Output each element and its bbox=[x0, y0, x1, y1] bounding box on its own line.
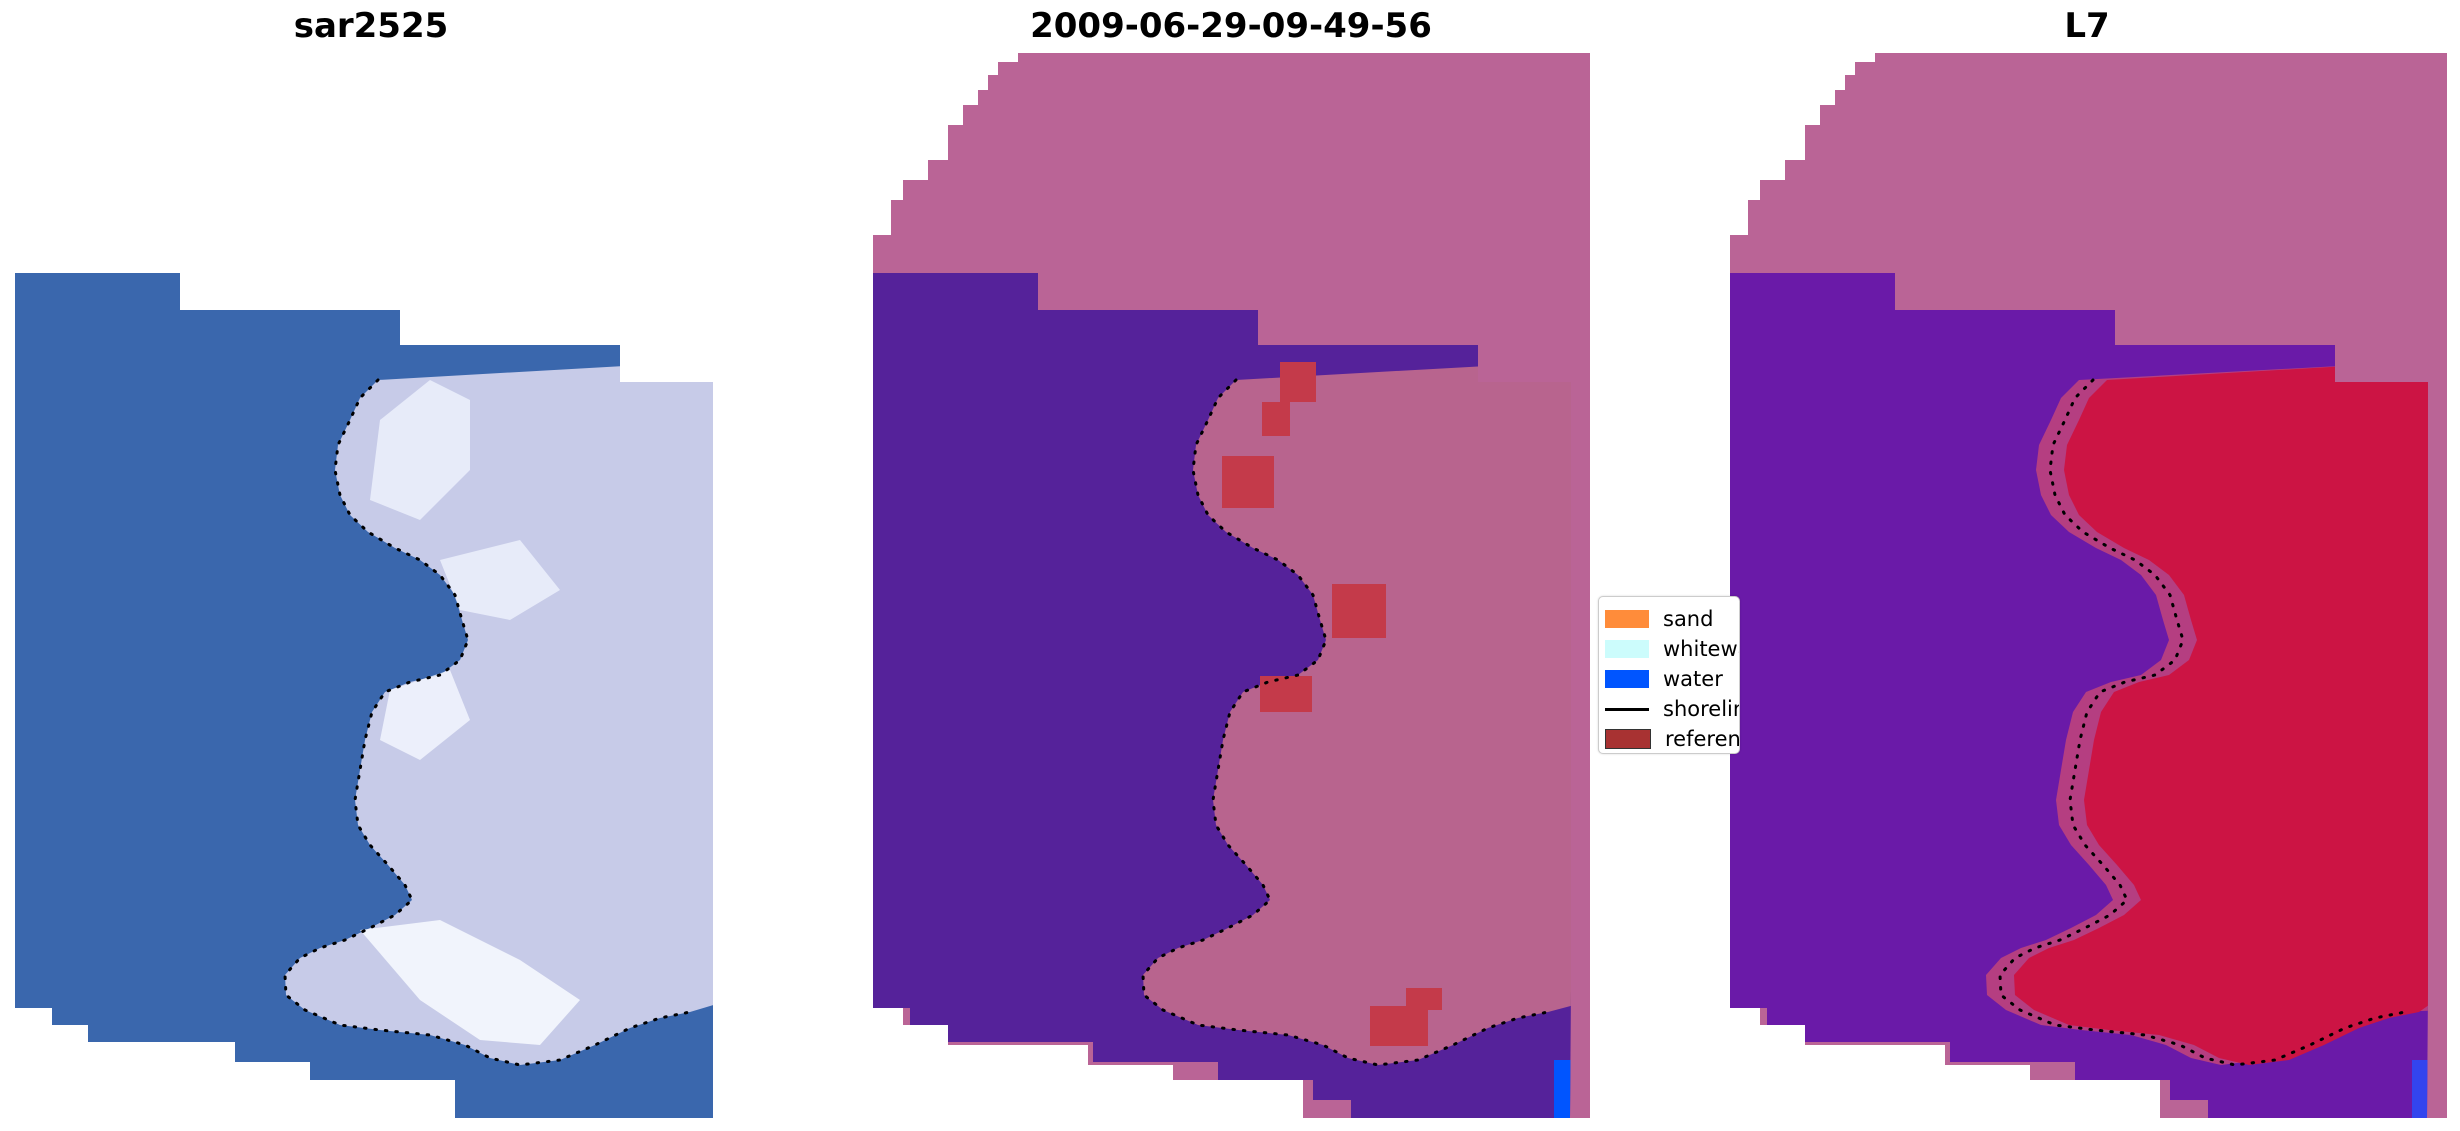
legend-item-sand: sand bbox=[1605, 607, 1714, 631]
legend-label: reference bbox=[1665, 727, 1740, 751]
whitewater-patch bbox=[360, 920, 580, 1045]
legend-label: whitewater bbox=[1663, 637, 1739, 661]
water-pixel bbox=[2412, 1060, 2428, 1118]
land-index-area bbox=[2014, 360, 2428, 1065]
reference-pixel bbox=[1370, 1006, 1428, 1046]
shoreline-line bbox=[1998, 378, 2407, 1067]
reference-pixel bbox=[1222, 456, 1274, 508]
legend-item-shoreline: shoreline bbox=[1605, 697, 1739, 721]
reference-pixel bbox=[1280, 362, 1316, 402]
legend-label: shoreline bbox=[1663, 697, 1739, 721]
legend-label: water bbox=[1663, 667, 1723, 691]
reference-pixel bbox=[1406, 988, 1442, 1010]
reference-pixel bbox=[1262, 402, 1290, 436]
whitewater-patch bbox=[440, 540, 560, 620]
land-area bbox=[285, 360, 713, 1065]
reference-pixel bbox=[1332, 584, 1386, 638]
shoreline-line bbox=[283, 378, 692, 1067]
legend-item-reference: reference bbox=[1605, 727, 1740, 751]
whitewater-patch bbox=[370, 380, 470, 520]
legend-swatch bbox=[1605, 729, 1651, 749]
legend-line bbox=[1605, 707, 1649, 711]
land-class-area bbox=[1143, 360, 1571, 1065]
blank-area bbox=[1730, 1005, 2160, 1118]
legend-item-water: water bbox=[1605, 667, 1723, 691]
shoreline-line bbox=[1141, 378, 1550, 1067]
blank-area bbox=[1730, 40, 1875, 235]
blank-area bbox=[873, 1005, 1303, 1118]
water-pixel bbox=[1554, 1060, 1571, 1118]
reference-pixel bbox=[1260, 676, 1312, 712]
legend-swatch bbox=[1605, 640, 1649, 658]
legend-swatch bbox=[1605, 610, 1649, 628]
panel-title-classified: 2009-06-29-09-49-56 bbox=[1030, 6, 1432, 46]
panel-title-rgb: sar2525 bbox=[293, 6, 449, 46]
whitewater-patch bbox=[380, 670, 470, 760]
legend-item-whitewater: whitewater bbox=[1605, 637, 1739, 661]
rgb-image-panel bbox=[15, 273, 713, 1118]
legend-swatch bbox=[1605, 670, 1649, 688]
panel-title-index: L7 bbox=[2064, 6, 2110, 46]
blank-area bbox=[873, 40, 1018, 235]
legend-label: sand bbox=[1663, 607, 1714, 631]
legend: sand whitewater water shoreline referenc… bbox=[1598, 596, 1740, 754]
